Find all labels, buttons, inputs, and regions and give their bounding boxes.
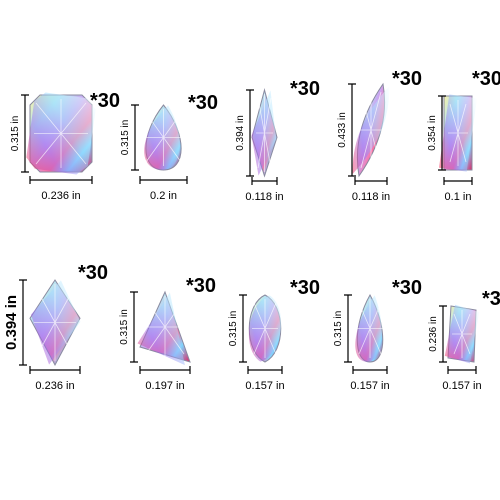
height-label: 0.315 in [120,120,131,156]
width-label: 0.157 in [245,380,284,392]
quantity: *30 [482,288,500,310]
width-label: 0.157 in [442,380,481,392]
height-line [348,83,356,177]
gem-item: *30 0.315 in 0.2 in [120,92,218,202]
facet-lines [357,299,383,358]
gem-item: *30 0.354 in 0.1 in [427,68,500,203]
quantity: *30 [186,275,216,297]
width-label: 0.1 in [445,191,472,203]
height-label: 0.315 in [10,116,21,152]
facet-lines [359,88,383,172]
facet-lines [34,284,76,361]
width-line [443,177,473,185]
facet-lines [144,296,186,358]
facet-lines [252,299,278,358]
facet-lines [144,109,183,166]
width-line [247,366,283,374]
height-line [344,294,352,363]
gem-item: *30 0.315 in 0.157 in [228,277,320,392]
height-line [21,94,29,173]
width-label: 0.2 in [150,190,177,202]
quantity: *30 [472,68,500,90]
width-label: 0.197 in [145,380,184,392]
height-line [131,104,139,171]
height-label: 0.315 in [228,311,239,347]
gem-item: *30 0.236 in 0.157 in [428,288,500,392]
gem-item: *30 0.394 in 0.236 in [3,262,108,392]
width-label: 0.236 in [41,190,80,202]
height-label: 0.394 in [3,295,20,350]
height-line [439,305,447,363]
height-label: 0.315 in [333,311,344,347]
height-line [130,291,138,363]
gem-item: *30 0.315 in 0.236 in [10,90,120,202]
gem-item: *30 0.315 in 0.157 in [333,277,422,392]
facet-lines [34,99,88,168]
height-line [438,95,446,171]
gem-facets [137,292,185,366]
width-line [447,366,477,374]
quantity: *30 [392,68,422,90]
gem-item: *30 0.433 in 0.118 in [337,68,422,203]
gem-item: *30 0.315 in 0.197 in [119,275,216,392]
quantity: *30 [90,90,120,112]
height-line [19,279,27,366]
facet-lines [448,100,468,166]
facet-lines [452,310,472,358]
height-label: 0.354 in [427,115,438,151]
height-label: 0.236 in [428,316,439,352]
width-line [139,366,191,374]
width-line [139,176,188,184]
width-label: 0.157 in [350,380,389,392]
gem-item: *30 0.394 in 0.118 in [235,78,320,203]
facet-lines [256,94,273,172]
width-label: 0.118 in [245,191,283,203]
quantity: *30 [290,277,320,299]
width-line [29,176,93,184]
height-line [239,294,247,363]
quantity: *30 [290,78,320,100]
quantity: *30 [188,92,218,114]
quantity: *30 [392,277,422,299]
height-line [246,89,254,177]
height-label: 0.433 in [337,112,348,148]
width-line [352,366,388,374]
height-label: 0.394 in [235,115,246,151]
width-label: 0.236 in [35,380,74,392]
width-label: 0.118 in [352,191,390,203]
quantity: *30 [78,262,108,284]
width-line [251,177,278,185]
width-line [354,177,388,185]
height-label: 0.315 in [119,309,130,345]
width-line [29,366,81,374]
